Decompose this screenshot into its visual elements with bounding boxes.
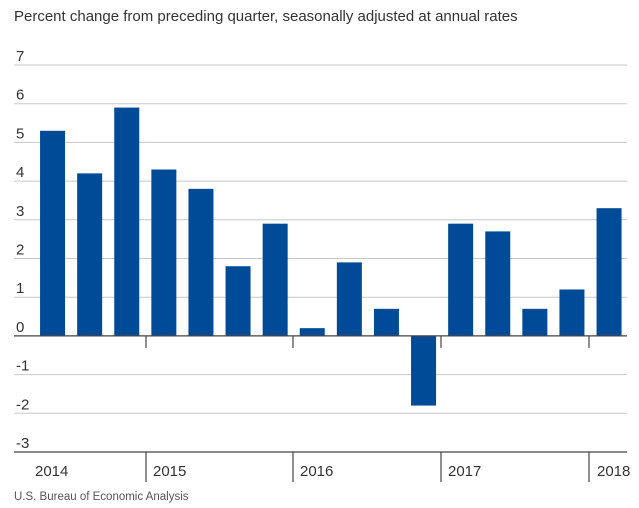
bar-2015-q4 bbox=[299, 328, 325, 336]
y-tick-labels: 7 6 5 4 3 2 1 0 -1 -2 -3 bbox=[16, 48, 29, 452]
y-tick-label: 1 bbox=[16, 280, 24, 297]
y-tick-label: 5 bbox=[16, 125, 24, 142]
bar-2014-q2 bbox=[77, 173, 103, 336]
bar-2015-q3 bbox=[262, 223, 288, 336]
y-tick-label: 2 bbox=[16, 242, 24, 259]
bar-2014-q1 bbox=[40, 130, 66, 336]
bar-2016-q3 bbox=[411, 335, 437, 406]
y-tick-label: 7 bbox=[16, 48, 24, 65]
y-tick-label: -2 bbox=[16, 396, 29, 413]
bar-2014-q3 bbox=[114, 107, 140, 336]
bars bbox=[40, 107, 622, 406]
bar-2014-q4 bbox=[151, 169, 177, 336]
year-label-2015: 2015 bbox=[153, 463, 186, 480]
y-tick-label: 3 bbox=[16, 203, 24, 220]
bar-2016-q2 bbox=[373, 308, 399, 336]
year-label-2014: 2014 bbox=[35, 463, 68, 480]
bar-2015-q1 bbox=[188, 188, 214, 336]
grid-lines bbox=[14, 64, 627, 453]
y-tick-label: -1 bbox=[16, 358, 29, 375]
x-axis bbox=[14, 335, 627, 482]
bar-2016-q1 bbox=[336, 262, 362, 336]
source-note: U.S. Bureau of Economic Analysis bbox=[14, 491, 189, 503]
year-label-2017: 2017 bbox=[448, 463, 481, 480]
year-label-2018: 2018 bbox=[597, 463, 630, 480]
bar-2015-q2 bbox=[225, 266, 251, 336]
bar-2016-q4 bbox=[448, 223, 474, 336]
y-tick-label: 0 bbox=[16, 319, 24, 336]
bar-2017-q1 bbox=[485, 231, 511, 336]
y-tick-label: 6 bbox=[16, 87, 24, 104]
bar-2017-q2 bbox=[522, 308, 548, 336]
year-label-2016: 2016 bbox=[300, 463, 333, 480]
y-tick-label: -3 bbox=[16, 435, 29, 452]
year-labels: 2014 2015 2016 2017 2018 bbox=[35, 463, 630, 480]
bar-2017-q3 bbox=[559, 289, 585, 336]
y-tick-label: 4 bbox=[16, 164, 24, 181]
chart-subtitle: Percent change from preceding quarter, s… bbox=[14, 8, 518, 25]
bar-2017-q4 bbox=[596, 208, 622, 336]
